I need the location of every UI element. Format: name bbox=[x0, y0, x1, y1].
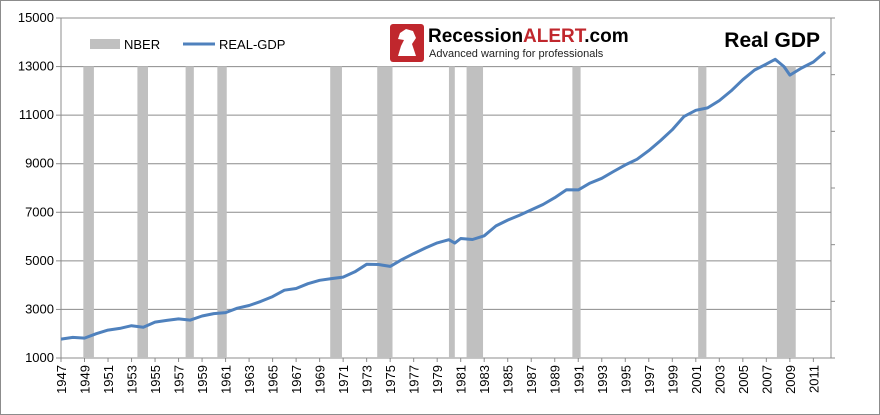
x-tick-label: 2005 bbox=[736, 365, 751, 394]
x-tick-label: 1999 bbox=[665, 365, 680, 394]
brand-name-part2: ALERT bbox=[523, 26, 587, 47]
nber-recession-bar bbox=[330, 66, 342, 359]
series-layer bbox=[60, 50, 827, 341]
nber-recession-bar bbox=[185, 66, 194, 359]
real-gdp-line bbox=[60, 50, 827, 341]
x-tick-label: 1991 bbox=[571, 365, 586, 394]
x-tick-label: 1955 bbox=[148, 365, 163, 394]
x-tick-label: 1965 bbox=[266, 365, 281, 394]
x-tick-label: 1951 bbox=[101, 365, 116, 394]
x-tick-label: 1959 bbox=[195, 365, 210, 394]
y-tick-label: 15000 bbox=[18, 10, 54, 25]
legend-label-real-gdp: REAL-GDP bbox=[219, 37, 285, 52]
x-tick-label: 1957 bbox=[172, 365, 187, 394]
brand-tagline: Advanced warning for professionals bbox=[429, 48, 604, 60]
nber-recession-bar bbox=[377, 66, 393, 359]
y-tick-label: 7000 bbox=[25, 204, 54, 219]
x-tick-label: 1995 bbox=[618, 365, 633, 394]
x-tick-label: 1989 bbox=[548, 365, 563, 394]
legend: NBER REAL-GDP bbox=[90, 37, 285, 52]
y-tick-label: 11000 bbox=[19, 107, 54, 122]
legend-label-nber: NBER bbox=[124, 37, 160, 52]
x-tick-label: 1961 bbox=[219, 365, 234, 394]
y-tick-label: 5000 bbox=[25, 253, 54, 268]
y-tick-label: 9000 bbox=[25, 156, 54, 171]
x-tick-label: 2001 bbox=[689, 365, 704, 394]
brand-name-part1: Recession bbox=[428, 26, 523, 47]
nber-recession-bar bbox=[83, 66, 94, 359]
legend-swatch-nber bbox=[90, 39, 120, 49]
plot-area bbox=[60, 17, 832, 359]
x-tick-label: 1985 bbox=[501, 365, 516, 394]
x-tick-label: 1967 bbox=[289, 365, 304, 394]
axes: 1000 3000 5000 7000 9000 11000 13000 15000 1947 1… bbox=[18, 10, 835, 394]
x-tick-label: 2003 bbox=[712, 365, 727, 394]
y-tick-label: 3000 bbox=[25, 301, 54, 316]
x-tick-label: 1997 bbox=[642, 365, 657, 394]
nber-recession-bar bbox=[137, 66, 148, 359]
x-tick-label: 2007 bbox=[759, 365, 774, 394]
x-tick-label: 1975 bbox=[383, 365, 398, 394]
nber-recession-bar bbox=[466, 66, 484, 359]
chart-title: Real GDP bbox=[724, 29, 820, 52]
x-tick-label: 1993 bbox=[595, 365, 610, 394]
x-tick-label: 1953 bbox=[125, 365, 140, 394]
x-tick-label: 2009 bbox=[783, 365, 798, 394]
x-tick-label: 1971 bbox=[336, 365, 351, 394]
x-tick-label: 1979 bbox=[430, 365, 445, 394]
x-tick-label: 1969 bbox=[313, 365, 328, 394]
brand-name: RecessionALERT.com bbox=[428, 26, 629, 47]
x-tick-label: 1973 bbox=[360, 365, 375, 394]
nber-recession-bar bbox=[217, 66, 227, 359]
x-tick-label: 1963 bbox=[242, 365, 257, 394]
nber-recession-bar bbox=[572, 66, 581, 359]
x-tick-label: 1949 bbox=[78, 365, 93, 394]
x-tick-label: 1947 bbox=[54, 365, 69, 394]
brand-logo: RecessionALERT.com Advanced warning for … bbox=[390, 24, 629, 62]
nber-recession-bar bbox=[698, 66, 707, 359]
y-tick-label: 1000 bbox=[25, 350, 54, 365]
x-tick-label: 2011 bbox=[806, 365, 821, 393]
x-tick-label: 1983 bbox=[477, 365, 492, 394]
recession-bars bbox=[83, 66, 796, 359]
chess-knight-shape bbox=[398, 29, 416, 56]
nber-recession-bar bbox=[776, 66, 796, 359]
brand-name-part3: .com bbox=[584, 26, 628, 47]
x-tick-label: 1981 bbox=[454, 365, 469, 394]
x-tick-label: 1977 bbox=[407, 365, 422, 394]
y-tick-label: 13000 bbox=[18, 59, 54, 74]
nber-recession-bar bbox=[448, 66, 455, 359]
x-tick-label: 1987 bbox=[524, 365, 539, 394]
